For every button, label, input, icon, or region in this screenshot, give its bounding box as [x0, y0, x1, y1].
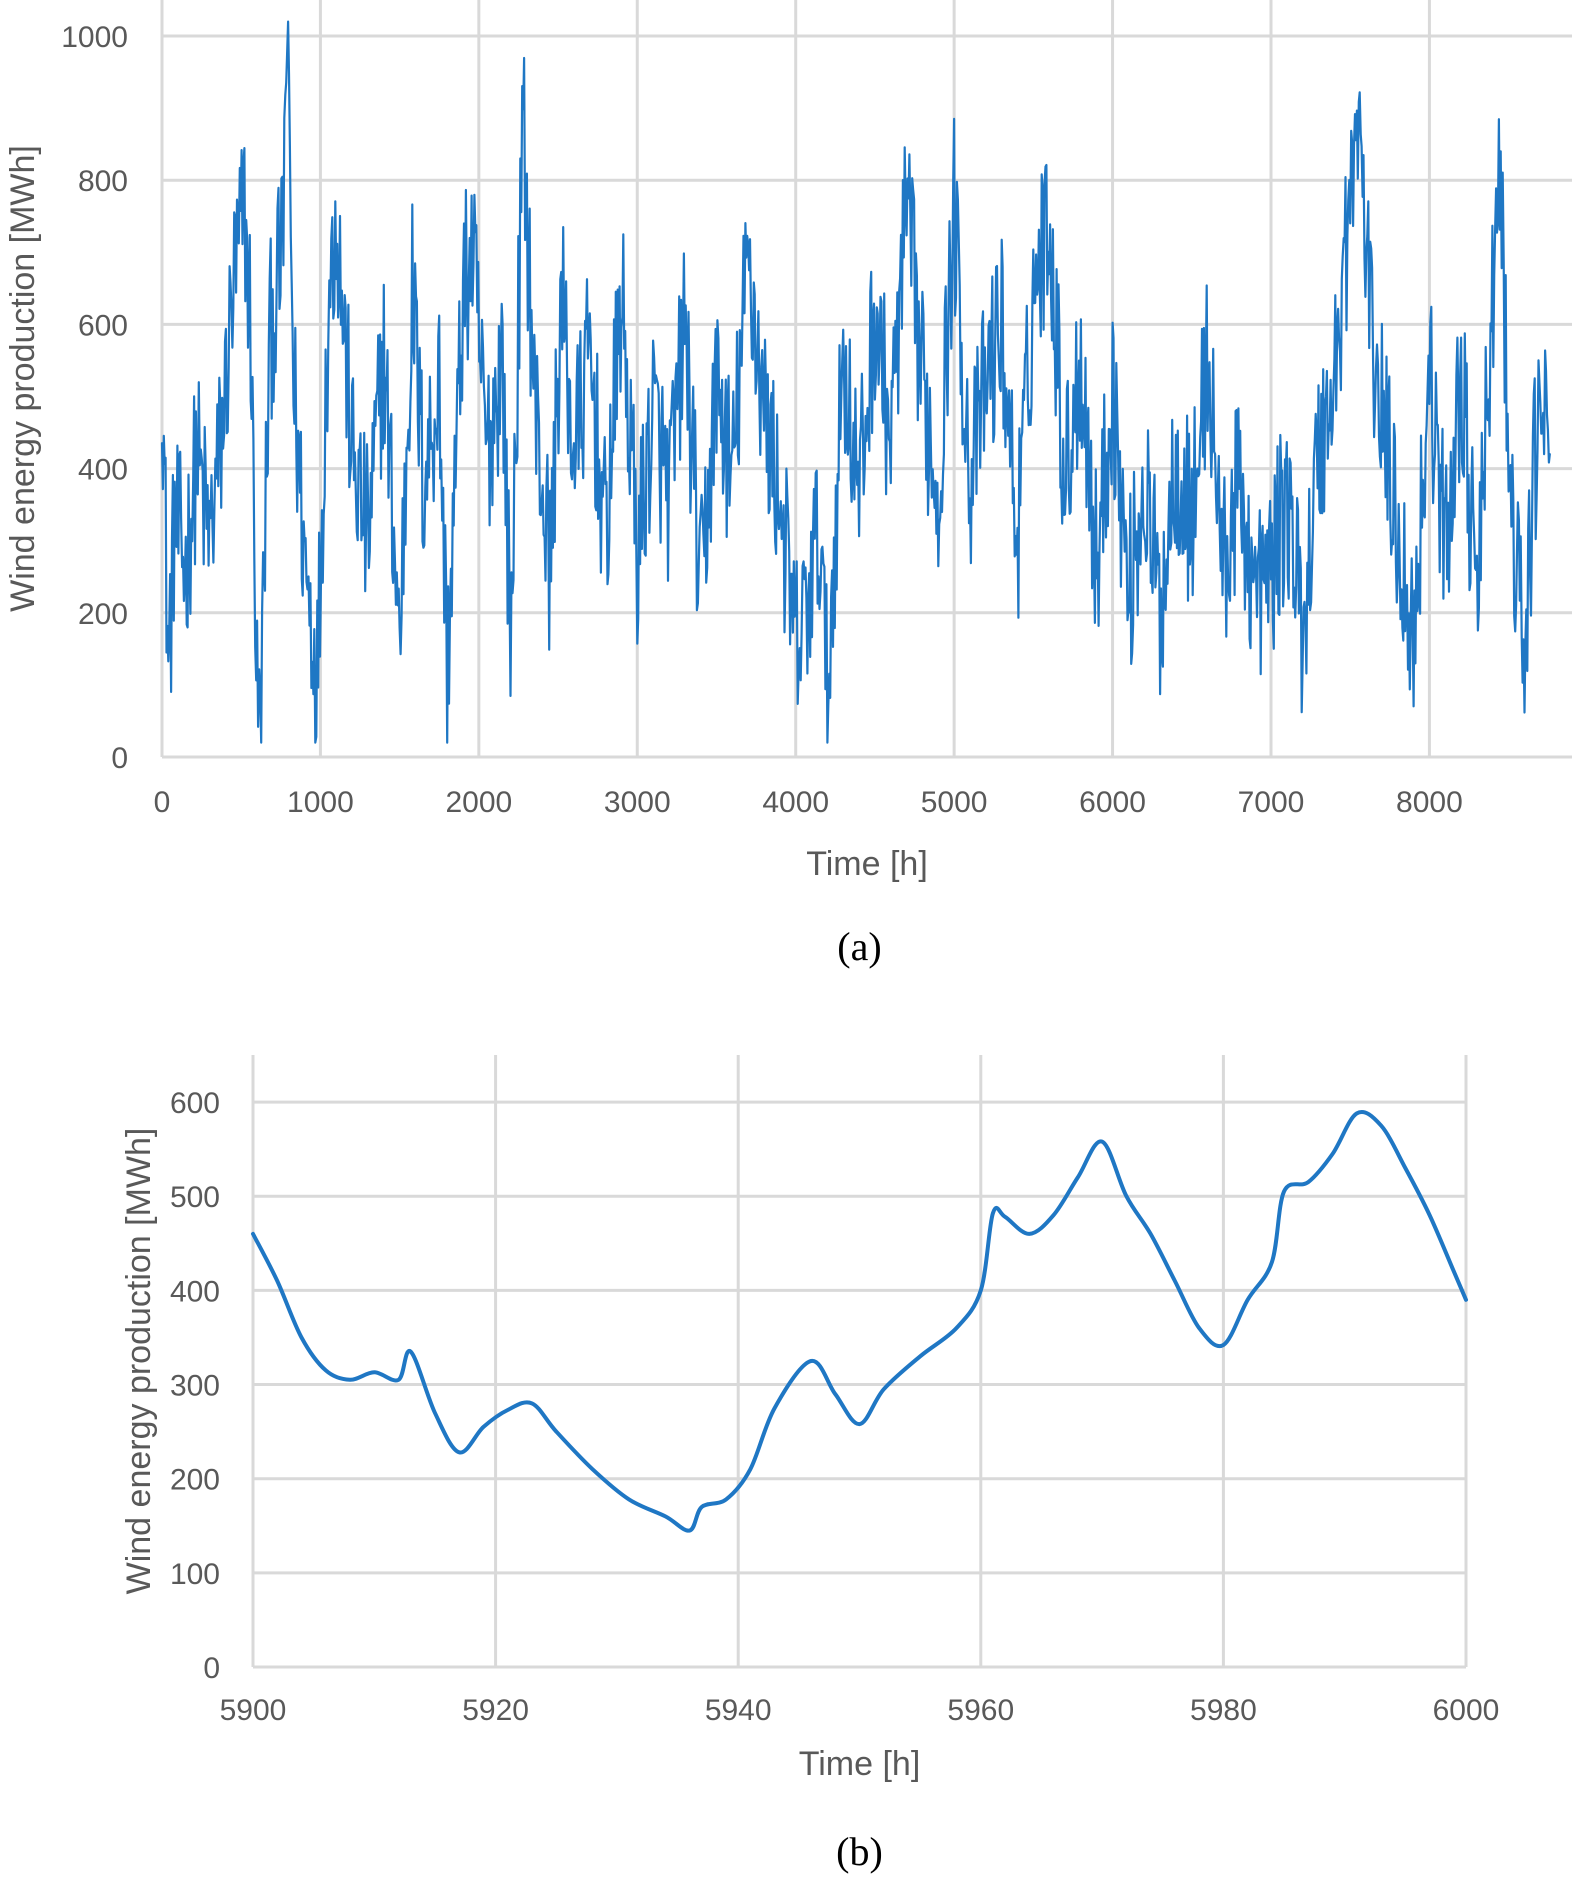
x-tick-label: 6000: [1433, 1694, 1500, 1727]
y-axis-title: Wind energy production [MWh]: [120, 1128, 158, 1595]
x-tick-label: 4000: [762, 786, 829, 819]
series-line: [251, 1110, 1468, 1533]
y-tick-label: 0: [203, 1652, 220, 1685]
y-tick-label: 400: [170, 1275, 220, 1308]
x-tick-label: 1000: [287, 786, 354, 819]
y-tick-label: 1000: [61, 21, 128, 54]
chart-a-svg: 0 200 400 600 800 1000 0 1000 2000 3000 4000 5000 60…: [4, 0, 1572, 969]
x-axis-title: Time [h]: [799, 1745, 921, 1783]
y-axis-title: Wind energy production [MWh]: [4, 145, 42, 612]
x-tick-label: 5920: [462, 1694, 529, 1727]
x-tick-label: 8000: [1396, 786, 1463, 819]
x-tick-label: 7000: [1238, 786, 1305, 819]
x-tick-label: 5980: [1190, 1694, 1257, 1727]
x-axis-title: Time [h]: [806, 845, 928, 883]
figure-caption: (b): [836, 1829, 883, 1874]
y-tick-label: 0: [111, 742, 128, 775]
x-tick-label: 5900: [220, 1694, 287, 1727]
x-tick-label: 5960: [947, 1694, 1014, 1727]
chart-b: 0 100 200 300 400 500 600 5900 5920 5940 5960 5980 6…: [0, 985, 1579, 1892]
x-tick-label: 5940: [705, 1694, 772, 1727]
y-tick-label: 800: [78, 165, 128, 198]
chart-a: 0 200 400 600 800 1000 0 1000 2000 3000 4000 5000 60…: [4, 0, 1572, 969]
figure-caption: (a): [837, 924, 881, 969]
y-tick-label: 400: [78, 454, 128, 487]
x-tick-label: 2000: [445, 786, 512, 819]
chart-b-svg: 0 100 200 300 400 500 600 5900 5920 5940 5960 5980 6…: [120, 1055, 1500, 1874]
x-tick-label: 6000: [1079, 786, 1146, 819]
y-tick-label: 600: [78, 309, 128, 342]
y-tick-label: 500: [170, 1181, 220, 1214]
y-tick-label: 600: [170, 1087, 220, 1120]
x-tick-label: 5000: [921, 786, 988, 819]
y-tick-label: 300: [170, 1370, 220, 1403]
y-tick-label: 200: [170, 1464, 220, 1497]
x-tick-label: 3000: [604, 786, 671, 819]
x-tick-label: 0: [154, 786, 171, 819]
y-tick-label: 200: [78, 598, 128, 631]
series-line: [160, 20, 1551, 744]
y-tick-label: 100: [170, 1558, 220, 1591]
